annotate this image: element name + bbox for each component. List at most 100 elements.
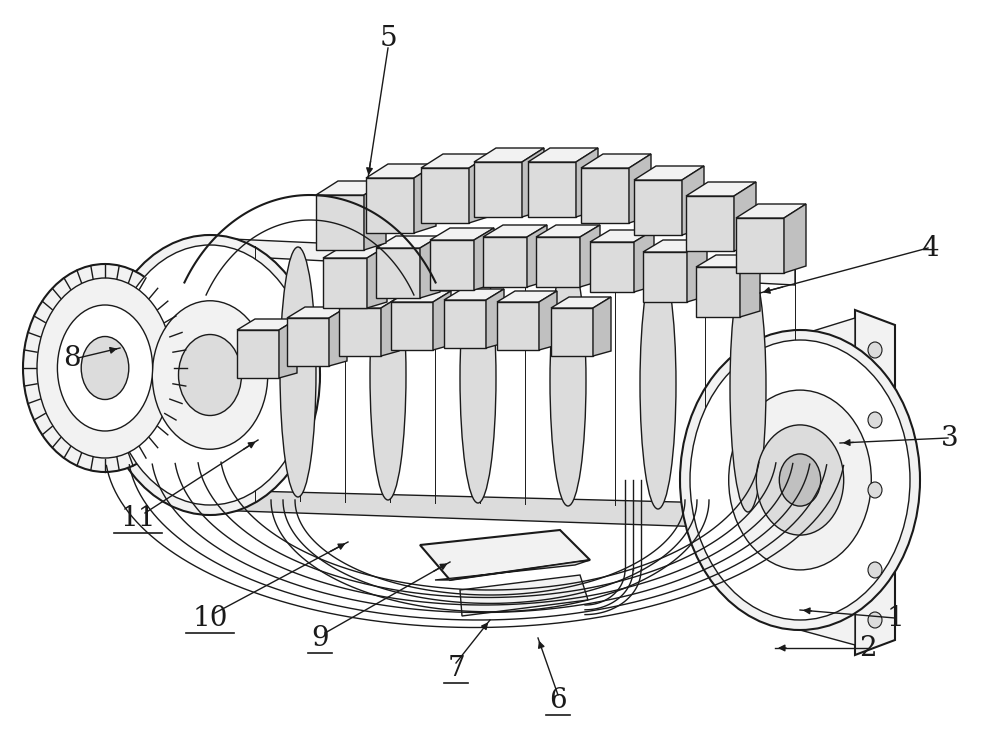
Ellipse shape bbox=[57, 305, 153, 431]
Ellipse shape bbox=[152, 301, 268, 449]
Polygon shape bbox=[237, 319, 297, 330]
Polygon shape bbox=[580, 225, 600, 287]
Polygon shape bbox=[551, 297, 611, 308]
Polygon shape bbox=[687, 240, 707, 302]
Polygon shape bbox=[643, 240, 707, 252]
Polygon shape bbox=[528, 162, 576, 217]
Polygon shape bbox=[486, 289, 504, 348]
Polygon shape bbox=[364, 181, 386, 250]
Text: 3: 3 bbox=[941, 424, 959, 452]
Polygon shape bbox=[474, 228, 494, 290]
Polygon shape bbox=[497, 291, 557, 302]
Ellipse shape bbox=[280, 247, 316, 497]
Polygon shape bbox=[420, 530, 590, 580]
Ellipse shape bbox=[640, 259, 676, 509]
Polygon shape bbox=[576, 148, 598, 217]
Text: 10: 10 bbox=[192, 604, 228, 632]
Ellipse shape bbox=[460, 253, 496, 503]
Polygon shape bbox=[634, 166, 704, 180]
Polygon shape bbox=[686, 196, 734, 251]
Polygon shape bbox=[237, 330, 279, 378]
Polygon shape bbox=[483, 225, 547, 237]
Polygon shape bbox=[460, 575, 588, 616]
Polygon shape bbox=[210, 490, 795, 530]
Polygon shape bbox=[376, 236, 440, 248]
Polygon shape bbox=[522, 148, 544, 217]
Polygon shape bbox=[497, 302, 539, 350]
Polygon shape bbox=[634, 180, 682, 235]
Polygon shape bbox=[590, 230, 654, 242]
Polygon shape bbox=[536, 237, 580, 287]
Ellipse shape bbox=[730, 262, 766, 512]
Polygon shape bbox=[643, 252, 687, 302]
Polygon shape bbox=[800, 318, 855, 645]
Polygon shape bbox=[381, 297, 399, 356]
Polygon shape bbox=[430, 228, 494, 240]
Polygon shape bbox=[469, 154, 491, 223]
Ellipse shape bbox=[779, 454, 821, 506]
Polygon shape bbox=[629, 154, 651, 223]
Ellipse shape bbox=[729, 390, 871, 570]
Text: 4: 4 bbox=[921, 235, 939, 261]
Ellipse shape bbox=[550, 256, 586, 506]
Text: 6: 6 bbox=[549, 686, 567, 714]
Polygon shape bbox=[682, 166, 704, 235]
Polygon shape bbox=[391, 302, 433, 350]
Polygon shape bbox=[740, 255, 760, 317]
Ellipse shape bbox=[23, 264, 187, 472]
Polygon shape bbox=[736, 218, 784, 273]
Polygon shape bbox=[287, 318, 329, 366]
Polygon shape bbox=[855, 310, 895, 655]
Text: 7: 7 bbox=[447, 655, 465, 681]
Polygon shape bbox=[287, 307, 347, 318]
Text: 11: 11 bbox=[120, 505, 156, 531]
Polygon shape bbox=[421, 154, 491, 168]
Ellipse shape bbox=[37, 278, 173, 458]
Ellipse shape bbox=[690, 340, 910, 620]
Ellipse shape bbox=[680, 330, 920, 630]
Ellipse shape bbox=[81, 337, 129, 399]
Polygon shape bbox=[323, 246, 387, 258]
Ellipse shape bbox=[100, 235, 320, 515]
Polygon shape bbox=[696, 255, 760, 267]
Ellipse shape bbox=[868, 342, 882, 358]
Polygon shape bbox=[784, 204, 806, 273]
Polygon shape bbox=[590, 242, 634, 292]
Text: 9: 9 bbox=[311, 624, 329, 652]
Ellipse shape bbox=[756, 425, 844, 535]
Polygon shape bbox=[696, 267, 740, 317]
Polygon shape bbox=[366, 178, 414, 233]
Polygon shape bbox=[435, 560, 590, 580]
Polygon shape bbox=[210, 238, 795, 285]
Polygon shape bbox=[430, 240, 474, 290]
Ellipse shape bbox=[868, 562, 882, 578]
Polygon shape bbox=[420, 236, 440, 298]
Polygon shape bbox=[433, 291, 451, 350]
Polygon shape bbox=[414, 164, 436, 233]
Polygon shape bbox=[316, 181, 386, 195]
Polygon shape bbox=[391, 291, 451, 302]
Polygon shape bbox=[483, 237, 527, 287]
Polygon shape bbox=[551, 308, 593, 356]
Text: 1: 1 bbox=[886, 604, 904, 632]
Ellipse shape bbox=[868, 482, 882, 498]
Polygon shape bbox=[527, 225, 547, 287]
Ellipse shape bbox=[868, 612, 882, 628]
Ellipse shape bbox=[868, 412, 882, 428]
Polygon shape bbox=[686, 182, 756, 196]
Polygon shape bbox=[734, 182, 756, 251]
Polygon shape bbox=[593, 297, 611, 356]
Polygon shape bbox=[581, 154, 651, 168]
Polygon shape bbox=[444, 289, 504, 300]
Text: 8: 8 bbox=[63, 345, 81, 371]
Polygon shape bbox=[474, 162, 522, 217]
Polygon shape bbox=[581, 168, 629, 223]
Polygon shape bbox=[539, 291, 557, 350]
Polygon shape bbox=[323, 258, 367, 308]
Ellipse shape bbox=[370, 250, 406, 500]
Polygon shape bbox=[339, 297, 399, 308]
Polygon shape bbox=[528, 148, 598, 162]
Polygon shape bbox=[376, 248, 420, 298]
Polygon shape bbox=[366, 164, 436, 178]
Polygon shape bbox=[474, 148, 544, 162]
